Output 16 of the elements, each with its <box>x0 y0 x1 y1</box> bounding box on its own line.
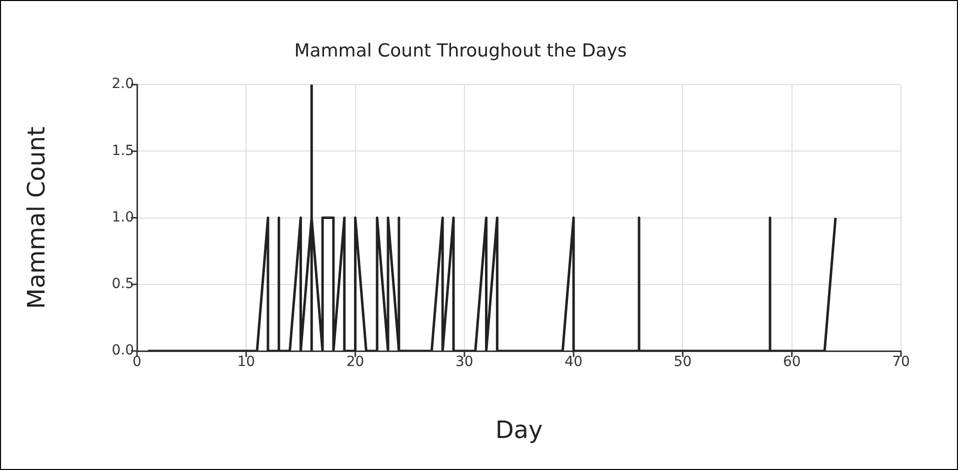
y-tick-label: 0.0 <box>112 342 134 359</box>
y-tick-label: 1.0 <box>112 209 134 226</box>
x-tick-label: 50 <box>674 354 692 370</box>
x-axis-title: Day <box>495 416 543 444</box>
y-tick-label: 1.5 <box>112 142 134 159</box>
x-tick-label: 30 <box>456 354 474 370</box>
x-tick-label: 70 <box>892 354 910 370</box>
y-tick-label: 0.5 <box>112 276 134 292</box>
y-axis-title: Mammal Count <box>22 126 51 310</box>
x-tick-label: 20 <box>346 354 364 370</box>
chart-title: Mammal Count Throughout the Days <box>294 40 627 62</box>
x-tick-label: 60 <box>782 354 801 370</box>
x-tick-label: 40 <box>564 354 582 370</box>
x-tick-label: 0 <box>132 354 142 370</box>
y-tick-label: 2.0 <box>112 76 134 92</box>
x-tick-label: 10 <box>237 354 256 370</box>
